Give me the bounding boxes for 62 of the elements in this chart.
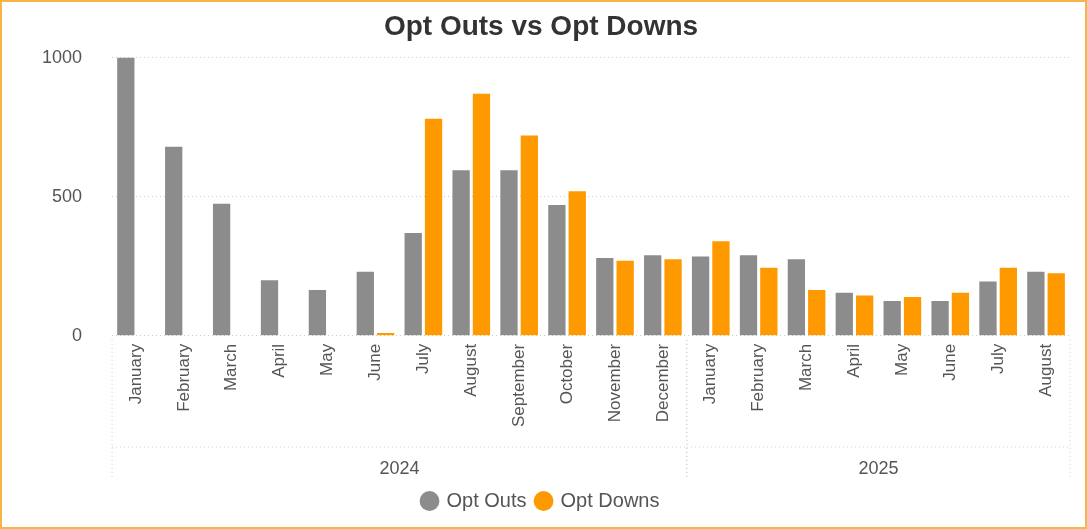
bar [1047,273,1065,336]
x-tick-label: July [987,343,1007,375]
bar [712,241,730,336]
x-tick-label: June [939,343,959,381]
bar [165,146,183,336]
bar [999,267,1017,336]
x-tick-label: February [173,343,193,412]
bar [903,296,922,336]
bar [117,57,135,336]
chart-title: Opt Outs vs Opt Downs [383,9,699,41]
text: 2024 [379,457,420,478]
bar [404,232,422,336]
bar [739,255,758,336]
bar [212,203,231,336]
bar [1027,271,1045,336]
x-tick-label: July [413,343,433,375]
bar [548,205,566,336]
x-tick-label: August [460,343,480,397]
x-tick-label: March [221,343,241,392]
x-tick-label: February [748,343,768,412]
bar [520,135,539,336]
y-tick-label: 0 [72,324,83,345]
legend-label: Opt Outs [446,488,527,511]
y-tick-label: 500 [52,185,83,206]
bar [424,118,443,336]
bar [452,170,470,336]
x-tick-label: December [652,343,672,423]
bar [664,259,682,336]
x-tick-label: March [796,343,816,392]
bar [260,280,279,336]
x-tick-label: January [700,343,720,405]
bar [883,301,901,336]
bar [568,191,586,336]
x-tick-label: May [892,343,912,376]
x-tick-label: April [844,343,864,378]
bar [808,289,826,336]
y-tick-label: 1000 [42,46,83,67]
bar [855,295,874,336]
bar [644,255,662,336]
bar [356,271,374,336]
bar [835,292,853,336]
x-tick-label: January [125,343,145,405]
bar [691,256,710,336]
bar [979,281,997,336]
x-tick-label: April [269,343,289,378]
bar [472,93,491,336]
x-tick-label: May [317,343,337,376]
bar [616,260,634,336]
x-tick-label: August [1035,343,1055,397]
bar [787,259,806,336]
bar [500,170,518,336]
x-tick-label: October [556,343,576,405]
bar [760,267,778,336]
bar [951,292,970,336]
bar [931,301,949,336]
legend-label: Opt Downs [560,488,660,511]
text: 2025 [858,457,899,478]
bar [596,257,614,336]
x-tick-label: November [604,343,624,423]
bar [308,289,327,336]
x-tick-label: September [508,343,528,428]
x-tick-label: June [365,343,385,381]
